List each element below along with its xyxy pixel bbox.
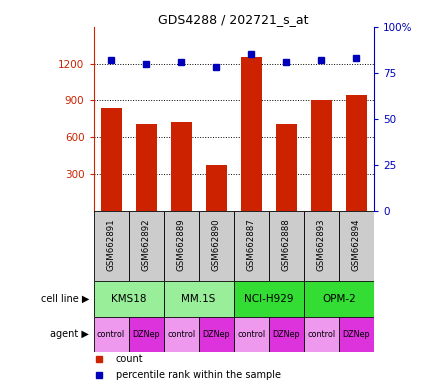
Text: GSM662893: GSM662893 <box>317 218 326 271</box>
Bar <box>269 316 304 352</box>
Text: control: control <box>97 330 125 339</box>
Bar <box>346 96 367 210</box>
Text: GSM662890: GSM662890 <box>212 218 221 271</box>
Text: count: count <box>116 354 144 364</box>
Bar <box>234 316 269 352</box>
Bar <box>241 58 262 210</box>
Text: percentile rank within the sample: percentile rank within the sample <box>116 369 281 379</box>
Bar <box>304 281 374 316</box>
Bar <box>206 165 227 210</box>
Text: GSM662891: GSM662891 <box>107 218 116 271</box>
Text: control: control <box>307 330 335 339</box>
Text: cell line ▶: cell line ▶ <box>41 294 89 304</box>
Bar <box>136 124 156 210</box>
Bar <box>164 281 234 316</box>
Text: control: control <box>167 330 195 339</box>
Bar <box>311 100 332 210</box>
Text: DZNep: DZNep <box>272 330 300 339</box>
Bar <box>170 122 192 210</box>
Bar <box>234 281 304 316</box>
Text: NCI-H929: NCI-H929 <box>244 294 294 304</box>
Bar <box>100 108 122 210</box>
Bar <box>128 210 164 281</box>
Text: GSM662888: GSM662888 <box>282 218 291 271</box>
Title: GDS4288 / 202721_s_at: GDS4288 / 202721_s_at <box>159 13 309 26</box>
Bar <box>94 316 128 352</box>
Bar <box>94 281 164 316</box>
Text: DZNep: DZNep <box>132 330 160 339</box>
Bar <box>234 210 269 281</box>
Text: OPM-2: OPM-2 <box>322 294 356 304</box>
Text: agent ▶: agent ▶ <box>51 329 89 339</box>
Text: GSM662892: GSM662892 <box>142 218 150 271</box>
Text: GSM662894: GSM662894 <box>352 218 361 271</box>
Text: GSM662889: GSM662889 <box>177 218 186 271</box>
Bar <box>304 316 339 352</box>
Text: DZNep: DZNep <box>202 330 230 339</box>
Bar <box>339 316 374 352</box>
Text: DZNep: DZNep <box>343 330 370 339</box>
Bar <box>269 210 304 281</box>
Bar <box>198 316 234 352</box>
Text: control: control <box>237 330 265 339</box>
Text: MM.1S: MM.1S <box>181 294 216 304</box>
Bar <box>94 210 128 281</box>
Text: GSM662887: GSM662887 <box>247 218 256 271</box>
Bar <box>276 124 297 210</box>
Bar <box>198 210 234 281</box>
Bar <box>128 316 164 352</box>
Bar <box>164 210 198 281</box>
Bar <box>164 316 198 352</box>
Bar <box>304 210 339 281</box>
Bar <box>339 210 374 281</box>
Text: KMS18: KMS18 <box>111 294 146 304</box>
